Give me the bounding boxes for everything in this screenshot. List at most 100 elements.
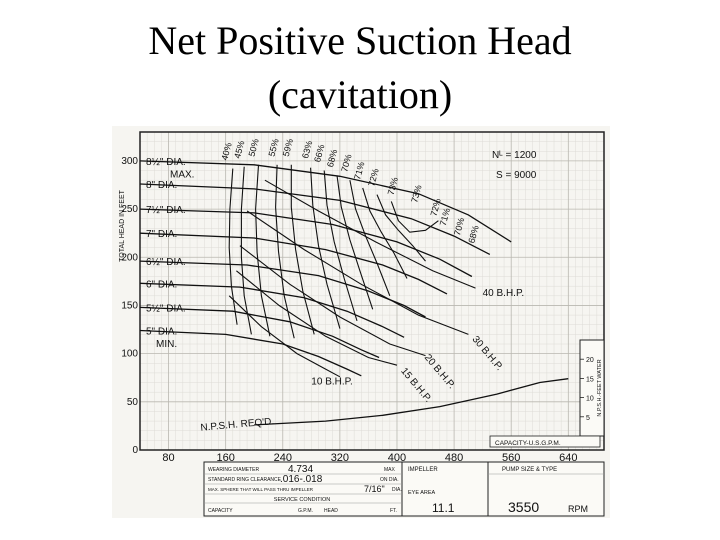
npsh-right-axis: N.P.S.H.-FEET WATER 5 10 15 20 [579, 339, 605, 437]
diameter-label: 5" DIA. [146, 327, 177, 338]
diameter-label: 8½" DIA. [146, 157, 186, 168]
efficiency-label: 66% [312, 143, 326, 163]
ring-clearance-value: .016-.018 [280, 474, 323, 485]
info-block: WEARING DIAMETER 4.734 MAX STANDARD RING… [203, 461, 605, 517]
efficiency-curve [255, 164, 271, 337]
efficiency-label: 68% [325, 148, 339, 168]
rpm-label: RPM [568, 504, 588, 514]
efficiency-curves [228, 164, 439, 339]
npsh-axis-ticks: 5 10 15 20 [580, 357, 594, 422]
eye-area-label: EYE AREA [408, 490, 436, 496]
head-curve [139, 282, 405, 338]
ft-label: FT. [390, 508, 397, 514]
x-tick-label: 560 [502, 452, 520, 464]
bhp-curve [264, 179, 476, 289]
efficiency-label: 68% [466, 224, 480, 244]
eye-area-value: 11.1 [432, 501, 455, 515]
y-tick-label: 300 [121, 156, 138, 167]
bhp-label: 10 B.H.P. [311, 377, 353, 388]
y-tick-label: 0 [132, 445, 138, 456]
y-axis-label: TOTAL HEAD IN FEET [119, 189, 126, 262]
wearing-diameter-label: WEARING DIAMETER [208, 467, 260, 473]
efficiency-label: 72% [366, 167, 380, 187]
efficiency-label: 45% [232, 140, 246, 160]
head-curve [139, 329, 362, 377]
x-axis-label: CAPACITY-U.S.G.P.M. [495, 440, 561, 447]
efficiency-label: 73% [409, 184, 423, 204]
wearing-diameter-value: 4.734 [288, 464, 313, 475]
efficiency-label: 70% [339, 153, 353, 173]
head-curve [139, 160, 512, 243]
head-curve [139, 183, 491, 255]
efficiency-label: 59% [281, 138, 295, 158]
bhp-curve [228, 295, 341, 378]
capacity-label-box [489, 435, 601, 448]
y-tick-label: 250 [121, 204, 138, 215]
bhp-curve [239, 245, 426, 357]
pump-performance-chart: TOTAL HEAD IN FEET 0 50 100 150 200 250 300 80… [112, 126, 610, 518]
diameter-label: 7½" DIA. [146, 205, 186, 216]
efficiency-curve [275, 164, 295, 339]
efficiency-label: 72% [428, 197, 442, 217]
s-spec: S = 9000 [496, 170, 537, 181]
plot-frame [139, 131, 605, 451]
bhp-curve [236, 270, 398, 366]
efficiency-label: 40% [219, 141, 233, 161]
minor-grid [139, 131, 605, 450]
bhp-label: 40 B.H.P. [483, 288, 525, 299]
diameter-label: 5½" DIA. [146, 303, 186, 314]
npsh-curve-group [254, 378, 569, 426]
efficiency-curve [323, 170, 358, 322]
efficiency-label: 70% [452, 217, 466, 237]
rpm-value: 3550 [508, 499, 539, 515]
slide-title-line2: (cavitation) [267, 72, 453, 117]
efficiency-curve [336, 175, 374, 310]
efficiency-label: 63% [300, 140, 314, 160]
efficiency-label: 73% [386, 176, 400, 196]
head-curve [139, 306, 380, 359]
bhp-curves [228, 179, 476, 378]
diameter-label: 6" DIA. [146, 279, 177, 290]
efficiency-label: 50% [246, 138, 260, 158]
min-diameter-label: MIN. [156, 339, 177, 350]
ring-clearance-unit: ON DIA. [380, 477, 399, 483]
efficiency-label: 71% [352, 161, 366, 181]
efficiency-labels: 40%45% 50% 55% 59% 63%66%68% 70%71% 72% 73% 73%7… [219, 138, 480, 245]
bhp-curve [246, 210, 469, 335]
x-tick-label: 160 [216, 452, 234, 464]
max-diameter-label: MAX. [170, 169, 194, 180]
efficiency-label: 71% [438, 207, 452, 227]
x-tick-label: 480 [445, 452, 463, 464]
pump-size-label: PUMP SIZE & TYPE [502, 467, 557, 473]
efficiency-curve [310, 167, 341, 329]
npsh-axis-tick-label: 5 [586, 415, 590, 422]
slide-title-line1: Net Positive Suction Head [148, 18, 572, 63]
y-tick-labels: 0 50 100 150 200 250 300 [121, 156, 138, 456]
efficiency-label: 55% [266, 138, 280, 158]
wearing-unit: MAX [384, 467, 396, 473]
gpm-label: G.P.M. [298, 508, 313, 514]
service-condition: SERVICE CONDITION [274, 497, 330, 503]
efficiency-curve [290, 164, 315, 335]
npsh-axis-box [579, 339, 605, 437]
ns-spec: Nᴸ = 1200 [492, 150, 537, 161]
y-tick-label: 50 [127, 397, 139, 408]
npsh-curve [254, 378, 569, 426]
sphere-label: MAX. SPHERE THAT WILL PASS THRU IMPELLER [208, 487, 314, 492]
sphere-value: 7/16" [364, 484, 385, 494]
x-tick-label: 240 [274, 452, 292, 464]
diameter-label: 7" DIA. [146, 229, 177, 240]
head-curve [139, 260, 426, 318]
x-tick-label: 320 [331, 452, 349, 464]
diameter-label: 8" DIA. [146, 180, 177, 191]
capacity-label: CAPACITY [208, 508, 233, 514]
chart-background [112, 126, 610, 518]
x-tick-labels: 80 160 240 320 400 480 560 640 [162, 452, 577, 464]
sphere-unit: DIA. [392, 487, 402, 493]
npsh-axis-tick-label: 15 [586, 376, 594, 383]
efficiency-curve [376, 194, 426, 262]
impeller-label: IMPELLER [408, 467, 438, 473]
npsh-axis-label: N.P.S.H.-FEET WATER [597, 359, 603, 416]
efficiency-curve [362, 187, 408, 279]
efficiency-curve [390, 201, 439, 233]
